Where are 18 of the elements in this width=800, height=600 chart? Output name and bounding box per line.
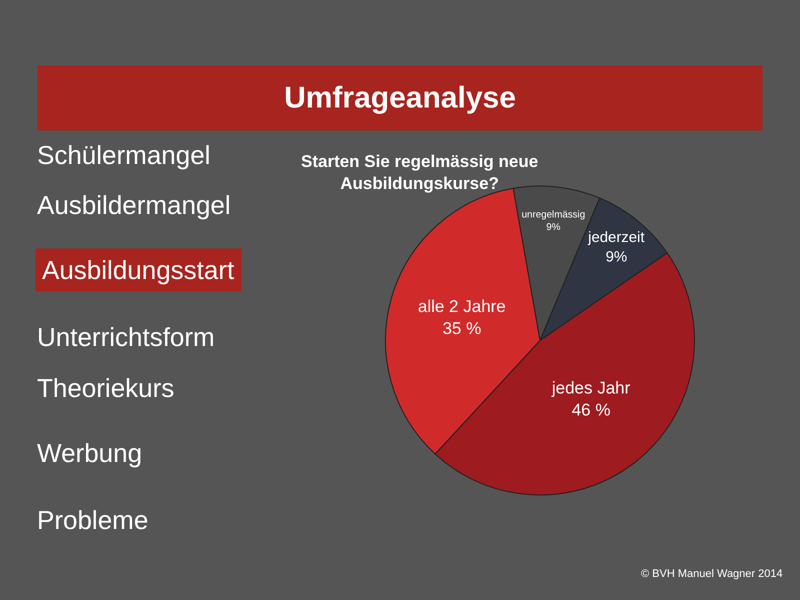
data-label: 35 % <box>442 319 482 338</box>
data-label: 46 % <box>572 400 610 420</box>
text: © BVH Manuel Wagner 2014 <box>641 568 783 580</box>
text: Ausbildungsstart <box>42 255 235 285</box>
slice-label: unregelmässig <box>522 210 586 221</box>
data-label: 9% <box>546 222 561 234</box>
slice-label: jedes Jahr <box>550 378 631 398</box>
chart-subtitle: Starten Sie regelmässig neue Ausbildungskurse? <box>301 152 538 194</box>
text: Werbung <box>37 438 142 468</box>
text: Probleme <box>37 505 148 535</box>
text: Unterrichtsform <box>37 322 215 352</box>
slice-label: jederzeit <box>587 229 646 246</box>
slice-label: alle 2 Jahre <box>418 296 506 316</box>
data-label: 9% <box>606 248 628 266</box>
chart-title: Umfrageanalyse <box>284 82 516 114</box>
text: Ausbildermangel <box>37 190 231 220</box>
text: Theoriekurs <box>37 373 174 403</box>
text: Schülermangel <box>37 140 210 170</box>
